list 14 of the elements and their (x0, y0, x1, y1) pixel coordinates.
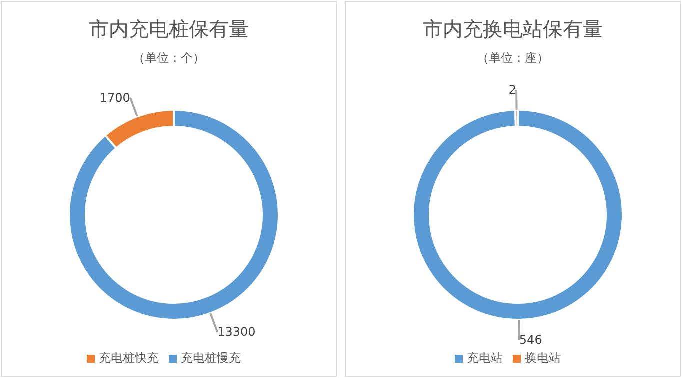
legend-label: 充电桩快充 (99, 351, 159, 365)
data-label: 13300 (218, 325, 256, 340)
legend-label: 充电站 (467, 351, 503, 365)
data-label: 546 (519, 332, 542, 347)
chart-subtitle: （单位：座） (476, 50, 550, 67)
legend-label: 换电站 (525, 351, 561, 365)
data-label: 2 (508, 83, 517, 98)
chart-title: 市内充换电站保有量 (422, 16, 604, 43)
data-label: 1700 (100, 90, 130, 105)
chart-subtitle: （单位：个） (132, 50, 206, 67)
donut-slice (412, 109, 624, 321)
legend-label: 充电桩慢充 (181, 351, 241, 365)
donut-slice (68, 109, 280, 321)
chart-title: 市内充电桩保有量 (88, 16, 250, 43)
